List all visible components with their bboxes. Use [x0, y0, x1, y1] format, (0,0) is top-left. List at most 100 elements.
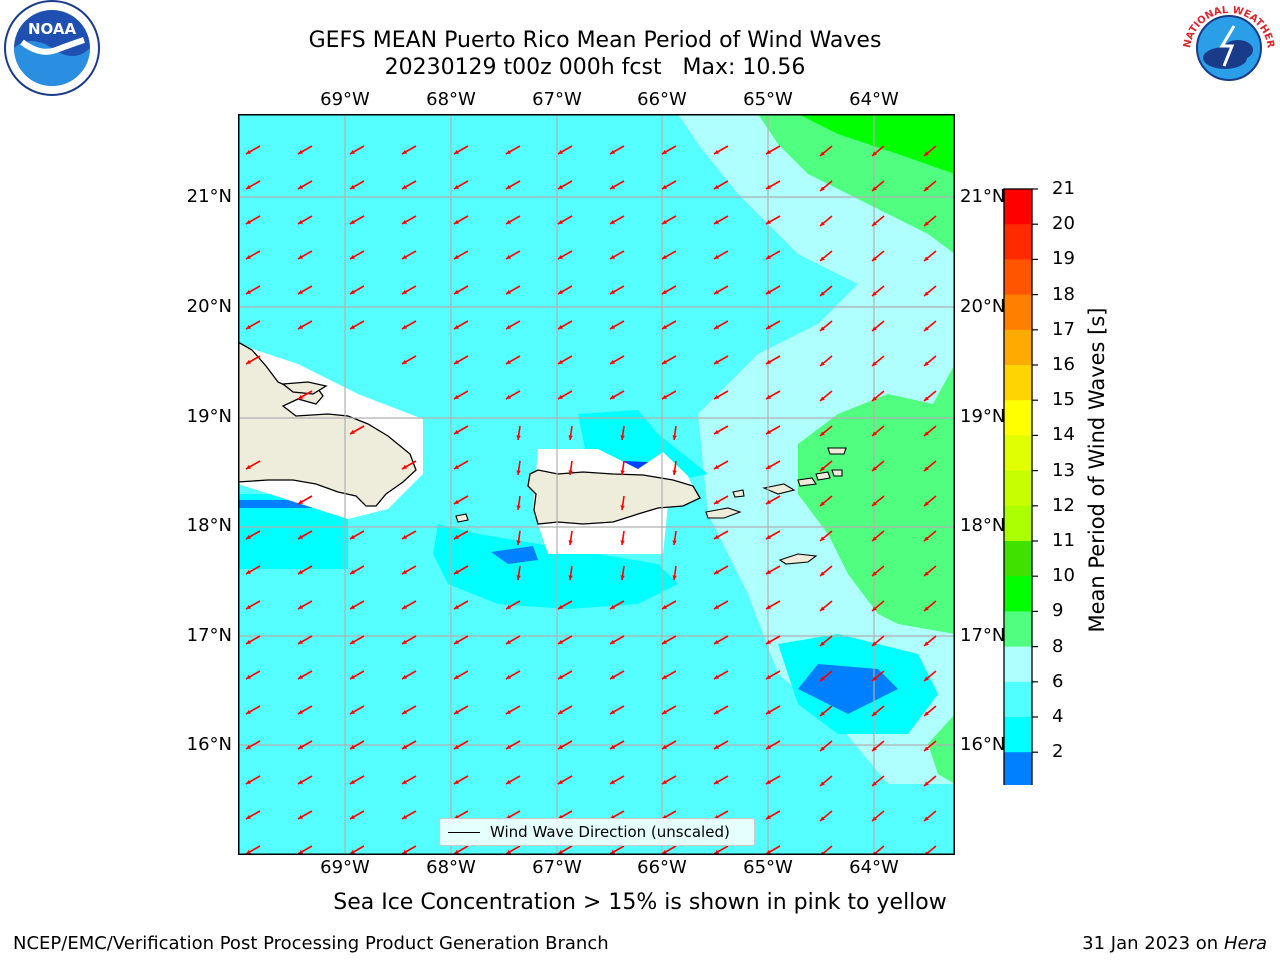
wave-direction-arrowhead [402, 149, 407, 154]
wave-direction-arrowhead [516, 470, 521, 475]
wave-direction-arrowhead [872, 641, 877, 646]
wave-direction-arrowhead [766, 359, 771, 364]
wave-direction-arrowhead [662, 394, 667, 399]
wave-direction-arrowhead [454, 464, 459, 469]
wave-direction-arrowhead [350, 149, 355, 154]
wave-direction-arrowhead [298, 534, 303, 539]
lon-label-bottom-66w: 66°W [637, 857, 687, 878]
wave-direction-arrowhead [568, 435, 573, 440]
wave-direction-arrowhead [924, 571, 929, 576]
wave-direction-arrowhead [402, 254, 407, 259]
lon-label-bottom-69w: 69°W [320, 857, 370, 878]
wave-direction-arrowhead [506, 709, 511, 714]
wave-direction-arrowhead [872, 571, 877, 576]
wave-direction-arrowhead [924, 256, 929, 261]
colorbar [1003, 188, 1038, 785]
wave-direction-arrowhead [610, 744, 615, 749]
wave-direction-arrowhead [820, 186, 825, 191]
wave-direction-arrowhead [350, 709, 355, 714]
contour-9-10-se [928, 714, 955, 784]
wave-direction-arrowhead [246, 709, 251, 714]
contour-10-11 [798, 114, 955, 174]
wave-direction-arrowhead [454, 604, 459, 609]
wave-direction-arrowhead [454, 674, 459, 679]
wave-direction-arrowhead [246, 604, 251, 609]
wave-direction-arrowhead [298, 394, 303, 399]
wave-direction-arrowhead [820, 746, 825, 751]
wave-direction-arrowhead [872, 536, 877, 541]
wave-direction-arrowhead [558, 219, 563, 224]
wave-direction-arrowhead [924, 221, 929, 226]
wave-direction-arrowhead [924, 746, 929, 751]
wave-direction-arrowhead [872, 676, 877, 681]
culebra-island [732, 489, 745, 498]
wave-direction-arrowhead [350, 289, 355, 294]
wave-direction-arrowhead [820, 431, 825, 436]
wave-direction-arrowhead [350, 184, 355, 189]
wave-direction-arrowhead [402, 779, 407, 784]
wave-direction-arrowhead [924, 186, 929, 191]
wave-direction-arrowhead [246, 324, 251, 329]
wave-direction-arrowhead [872, 291, 877, 296]
colorbar-band [1004, 611, 1032, 648]
wave-direction-arrowhead [506, 324, 511, 329]
wave-direction-arrowhead [924, 431, 929, 436]
wave-direction-arrowhead [402, 359, 407, 364]
colorbar-band [1004, 435, 1032, 472]
wave-direction-arrowhead [662, 814, 667, 819]
colorbar-band [1004, 329, 1032, 366]
wave-direction-arrowhead [872, 781, 877, 786]
contour-9-10-east [798, 364, 955, 634]
wave-direction-arrowhead [610, 814, 615, 819]
wave-direction-arrowhead [610, 149, 615, 154]
wave-direction-arrowhead [872, 431, 877, 436]
wave-direction-arrowhead [820, 571, 825, 576]
colorbar-tick-label: 2 [1052, 741, 1064, 763]
wave-direction-arrowhead [610, 219, 615, 224]
wave-direction-arrowhead [506, 289, 511, 294]
colorbar-band [1004, 505, 1032, 542]
wave-direction-arrowhead [820, 256, 825, 261]
wave-direction-arrowhead [516, 435, 521, 440]
wave-direction-arrowhead [924, 466, 929, 471]
wave-direction-arrowhead [506, 814, 511, 819]
wave-direction-arrowhead [246, 149, 251, 154]
wave-direction-arrowhead [454, 814, 459, 819]
wave-direction-arrowhead [350, 324, 355, 329]
wave-direction-arrowhead [402, 219, 407, 224]
wave-direction-arrowhead [298, 849, 303, 854]
wave-direction-arrowhead [610, 604, 615, 609]
colorbar-band [1004, 646, 1032, 683]
wave-direction-arrowhead [506, 604, 511, 609]
wave-direction-arrowhead [568, 575, 573, 580]
wave-direction-arrowhead [350, 569, 355, 574]
wave-direction-arrowhead [766, 604, 771, 609]
wave-direction-arrowhead [246, 464, 251, 469]
wave-direction-arrowhead [714, 429, 719, 434]
wave-direction-arrowhead [402, 464, 407, 469]
wave-direction-arrowhead [246, 184, 251, 189]
contour-2-4-south [491, 546, 538, 564]
colorbar-band [1004, 576, 1032, 612]
wave-direction-arrowhead [516, 575, 521, 580]
wave-direction-arrowhead [506, 849, 511, 854]
wave-direction-arrowhead [298, 814, 303, 819]
wave-direction-arrowhead [454, 289, 459, 294]
wave-direction-arrowhead [766, 184, 771, 189]
wave-direction-arrowhead [872, 221, 877, 226]
wave-direction-arrowhead [298, 254, 303, 259]
lat-label-left-21n: 21°N [186, 186, 232, 207]
wave-direction-arrowhead [766, 394, 771, 399]
wave-direction-arrowhead [350, 849, 355, 854]
wave-direction-arrowhead [298, 499, 303, 504]
wave-direction-arrowhead [924, 501, 929, 506]
wave-direction-arrowhead [766, 849, 771, 854]
wave-direction-arrowhead [610, 779, 615, 784]
wave-direction-arrowhead [820, 606, 825, 611]
wave-direction-arrowhead [924, 816, 929, 821]
colorbar-band [1004, 189, 1032, 225]
wave-direction-arrowhead [662, 324, 667, 329]
wave-direction-arrowhead [454, 359, 459, 364]
wave-direction-arrowhead [872, 746, 877, 751]
wave-direction-arrowhead [298, 289, 303, 294]
